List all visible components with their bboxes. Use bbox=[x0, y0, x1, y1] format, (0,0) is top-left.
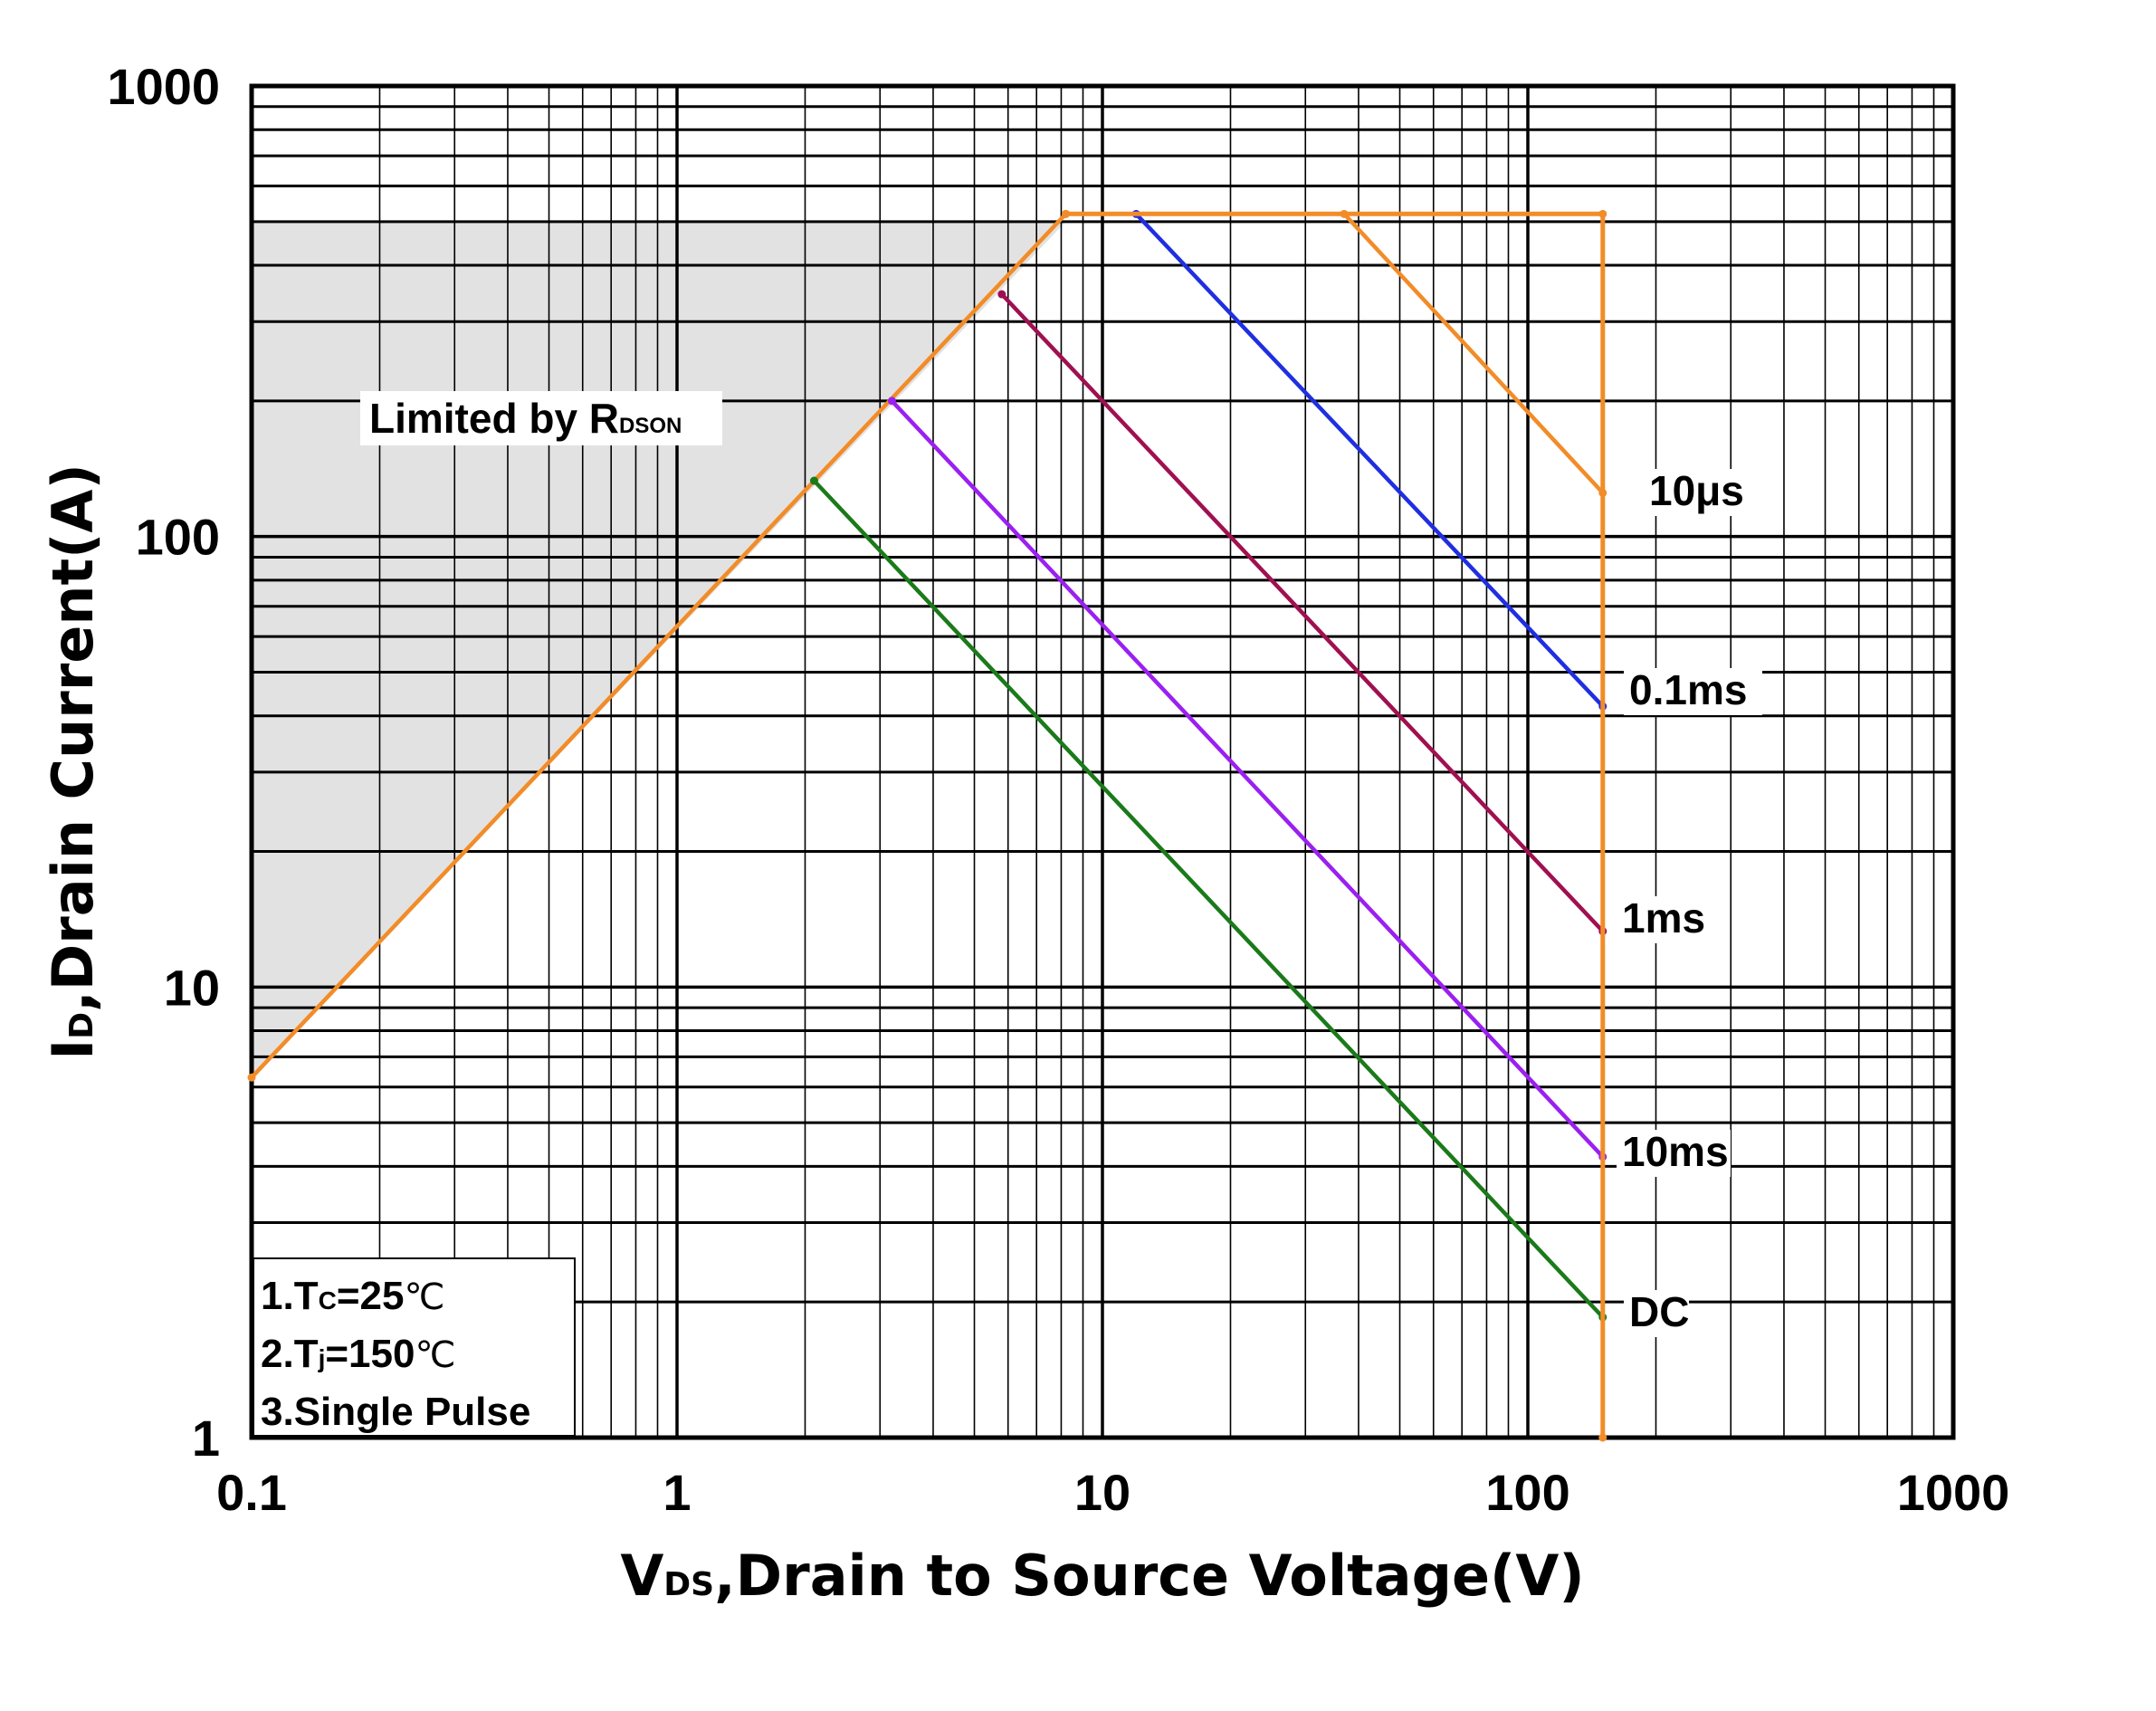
series-line-limit bbox=[1065, 211, 1606, 1438]
series-point bbox=[887, 397, 896, 406]
series-line-1ms bbox=[1000, 292, 1605, 933]
rdson-label-bg bbox=[360, 391, 722, 445]
series-label: DC bbox=[1629, 1288, 1689, 1335]
x-tick-label: 1 bbox=[663, 1464, 691, 1521]
note-line: 3.Single Pulse bbox=[261, 1390, 530, 1434]
x-tick-label: 1000 bbox=[1897, 1464, 2010, 1521]
x-tick-label: 100 bbox=[1485, 1464, 1569, 1521]
y-tick-label: 1000 bbox=[107, 58, 220, 115]
notes-box bbox=[253, 1257, 576, 1437]
rdson-label: Limited by RDSON bbox=[369, 395, 682, 442]
series-point bbox=[809, 476, 818, 485]
plot-frame bbox=[249, 83, 1956, 1440]
series-line-dc bbox=[812, 479, 1605, 1319]
y-tick-label: 10 bbox=[164, 959, 220, 1016]
x-tick-label: 10 bbox=[1074, 1464, 1130, 1521]
note-line: 1.TC=25℃ bbox=[261, 1274, 444, 1318]
series-line-10ms bbox=[890, 399, 1605, 1159]
x-axis-title: VDS,Drain to Source Voltage(V) bbox=[620, 1543, 1584, 1609]
series-label: 10μs bbox=[1649, 467, 1744, 514]
series-point bbox=[1598, 209, 1607, 218]
series-label-bg bbox=[1624, 668, 1762, 715]
series-point bbox=[1061, 209, 1070, 218]
series-line-01ms bbox=[1134, 212, 1605, 708]
label-layer: 10μs 0.1ms 1ms 10ms DC Limited by RDSON 1.TC=2… bbox=[253, 391, 1762, 1437]
series-point bbox=[997, 290, 1006, 299]
series-label-bg bbox=[1644, 469, 1758, 516]
series-point bbox=[1598, 1433, 1607, 1442]
x-tick-label: 0.1 bbox=[216, 1464, 287, 1521]
series-label-bg bbox=[1617, 896, 1706, 943]
y-axis-title: ID,Drain Current(A) bbox=[40, 464, 106, 1060]
series-layer bbox=[247, 209, 1607, 1442]
y-tick-label: 100 bbox=[136, 509, 220, 566]
note-line: 2.Tj=150℃ bbox=[261, 1332, 455, 1376]
series-label: 10ms bbox=[1622, 1128, 1729, 1175]
y-tick-label: 1 bbox=[192, 1410, 220, 1467]
series-label: 1ms bbox=[1622, 894, 1705, 942]
series-label: 0.1ms bbox=[1629, 666, 1747, 713]
series-point bbox=[247, 1073, 256, 1082]
series-label-bg bbox=[1617, 1130, 1731, 1177]
series-label-bg bbox=[1624, 1290, 1689, 1337]
